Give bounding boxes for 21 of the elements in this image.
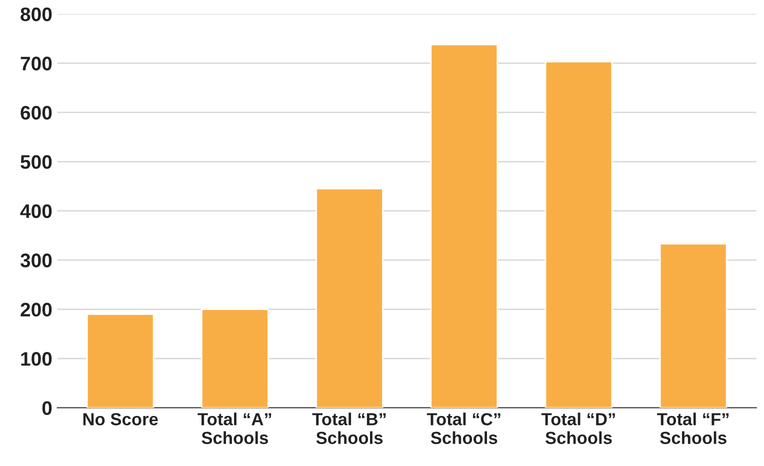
x-tick-label: Total “F” Schools	[657, 412, 729, 444]
x-tick-label: Total “D” Schools	[541, 412, 615, 444]
bar	[86, 314, 154, 408]
y-tick-label: 600	[20, 106, 52, 120]
x-tick-label: No Score	[83, 413, 158, 426]
bar	[201, 308, 269, 408]
y-tick-label: 400	[20, 204, 52, 218]
bar	[659, 243, 728, 408]
y-tick-label: 300	[20, 254, 52, 268]
y-tick-label: 200	[20, 302, 52, 317]
x-tick-label: Total “C” Schools	[426, 412, 500, 444]
y-tick-label: 0	[42, 401, 52, 415]
bar	[430, 44, 498, 408]
y-tick-label: 800	[20, 7, 52, 22]
y-tick-label: 700	[20, 56, 52, 70]
y-tick-label: 500	[20, 155, 52, 169]
y-tick-label: 100	[21, 352, 52, 366]
bar	[544, 61, 613, 408]
x-tick-label: Total “A” Schools	[198, 412, 272, 444]
x-tick-label: Total “B” Schools	[312, 412, 386, 444]
bar	[316, 188, 384, 408]
